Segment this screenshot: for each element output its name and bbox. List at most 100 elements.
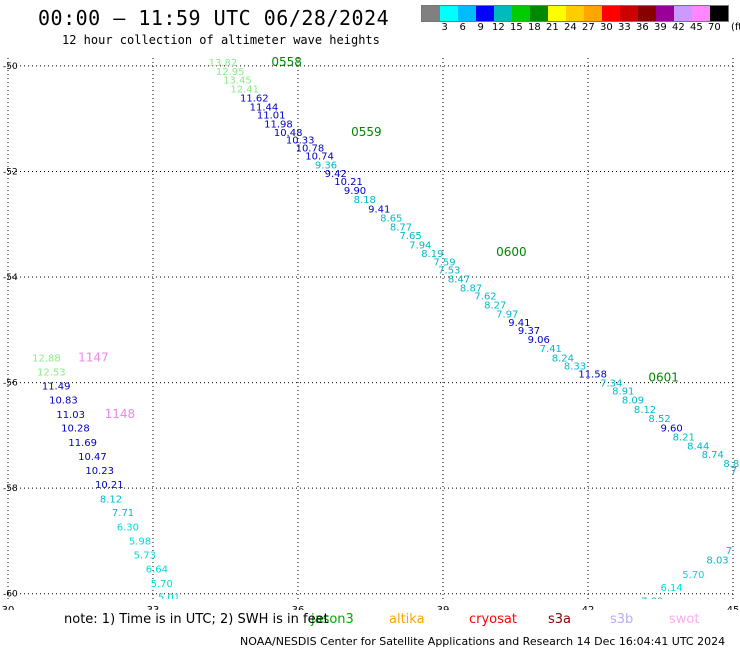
y-tick-label: -60 <box>3 590 18 600</box>
colorbar-label: 42 <box>672 22 685 33</box>
x-tick-label: 42 <box>582 605 595 610</box>
legend-s3b: s3b <box>610 612 634 627</box>
swh-value-label: 9.42 <box>325 169 347 180</box>
satellite-legend: note: 1) Time is in UTC; 2) SWH is in fe… <box>0 612 740 632</box>
colorbar-label: 12 <box>492 22 505 33</box>
swh-value-label: 9.37 <box>518 326 540 337</box>
y-tick-label: -50 <box>3 62 18 72</box>
legend-note: note: 1) Time is in UTC; 2) SWH is in fe… <box>64 612 329 627</box>
colorbar-cell <box>512 6 530 21</box>
colorbar-cell <box>458 6 476 21</box>
legend-altika: altika <box>389 612 425 627</box>
colorbar-label: 9 <box>477 22 484 33</box>
swh-value-label: 5.98 <box>129 537 151 548</box>
swh-value-label: 11.03 <box>56 410 85 421</box>
colorbar-cell <box>440 6 458 21</box>
swh-value-label: 12.53 <box>37 368 66 379</box>
colorbar-label: 21 <box>546 22 559 33</box>
colorbar-cell <box>656 6 674 21</box>
swh-value-label: 7.53 <box>438 265 460 276</box>
swh-value-label: 13.45 <box>223 75 252 86</box>
swh-value-label: 11.58 <box>578 369 607 380</box>
swh-value-label: 8.52 <box>648 414 670 425</box>
x-tick-label: 30 <box>2 605 15 610</box>
swh-value-label: 7 <box>726 546 732 557</box>
swh-value-label: 12.41 <box>230 84 259 95</box>
colorbar-label: 39 <box>654 22 667 33</box>
colorbar-label: 33 <box>618 22 631 33</box>
colorbar-cell <box>548 6 566 21</box>
swh-value-label: 8.74 <box>702 450 724 461</box>
pass-time-label: 0559 <box>351 125 382 139</box>
x-tick-label: 36 <box>292 605 305 610</box>
colorbar-label: (ft) <box>731 22 740 33</box>
swh-value-label: 8.09 <box>622 396 644 407</box>
chart-title: 00:00 – 11:59 UTC 06/28/2024 <box>38 6 390 30</box>
swh-value-label: 11.98 <box>264 120 293 131</box>
swh-value-label: 5.70 <box>151 579 173 590</box>
y-tick-label: -58 <box>3 484 18 494</box>
pass-time-label: 0558 <box>271 55 302 69</box>
swh-value-label: 10.21 <box>334 177 363 188</box>
swh-value-label: 8.87 <box>460 283 482 294</box>
legend-swot: swot <box>669 612 700 627</box>
colorbar-cell <box>422 6 440 21</box>
swh-value-label: 10.33 <box>286 136 315 147</box>
swh-value-label: 7.94 <box>409 241 431 252</box>
swh-value-label: 8.77 <box>390 223 412 234</box>
swh-value-label: 8.88 <box>723 459 740 470</box>
colorbar-cell <box>476 6 494 21</box>
swh-value-label: 8.12 <box>100 494 122 505</box>
colorbar-label: 18 <box>528 22 541 33</box>
legend-jason3: jason3 <box>311 612 354 627</box>
colorbar-cell <box>674 6 692 21</box>
swh-value-label: 8.21 <box>673 433 695 444</box>
swh-value-label: 5.01 <box>158 593 180 604</box>
swh-value-label: 9.06 <box>528 335 550 346</box>
swh-value-label: 5.13 <box>165 607 187 610</box>
swh-value-label: 11.49 <box>42 381 71 392</box>
footer-credit: NOAA/NESDIS Center for Satellite Applica… <box>240 635 726 648</box>
swh-value-label: 10.47 <box>78 452 107 463</box>
swh-value-label: 7 <box>731 466 737 477</box>
wave-height-colorbar <box>421 5 729 22</box>
colorbar-cell <box>620 6 638 21</box>
colorbar-cell <box>584 6 602 21</box>
x-tick-label: 39 <box>437 605 450 610</box>
swh-value-label: 7.34 <box>600 378 622 389</box>
swh-value-label: 8.47 <box>448 274 470 285</box>
swh-value-label: 10.23 <box>85 466 114 477</box>
swh-value-label: 8.91 <box>612 387 634 398</box>
x-tick-label: 45 <box>727 605 740 610</box>
colorbar-cell <box>638 6 656 21</box>
swh-value-label: 7.41 <box>540 344 562 355</box>
colorbar-cell <box>692 6 710 21</box>
swh-value-label: 6.14 <box>661 583 683 594</box>
swh-value-label: 8.03 <box>706 556 728 567</box>
swh-value-label: 7.97 <box>496 310 518 321</box>
pass-time-label: 0601 <box>648 371 679 385</box>
colorbar-label: 15 <box>510 22 523 33</box>
swh-value-label: 9.90 <box>344 186 366 197</box>
colorbar-label: 30 <box>600 22 613 33</box>
colorbar-label: 36 <box>636 22 649 33</box>
swh-value-label: 8.24 <box>552 353 574 364</box>
swh-value-label: 8.19 <box>421 249 443 260</box>
colorbar-label: 3 <box>441 22 448 33</box>
colorbar-label: 27 <box>582 22 595 33</box>
swh-value-label: 7.89 <box>641 596 663 607</box>
swh-value-label: 5.70 <box>682 570 704 581</box>
swh-value-label: 8.27 <box>484 301 506 312</box>
colorbar-cell <box>710 6 728 21</box>
colorbar-label: 70 <box>708 22 721 33</box>
swh-value-label: 7.59 <box>433 257 455 268</box>
colorbar-label: 45 <box>690 22 703 33</box>
colorbar-label: 6 <box>459 22 466 33</box>
swh-value-label: 11.01 <box>257 111 286 122</box>
swh-value-label: 5.85 <box>622 609 644 610</box>
legend-cryosat: cryosat <box>469 612 517 627</box>
swh-value-label: 10.83 <box>49 396 78 407</box>
legend-s3a: s3a <box>548 612 572 627</box>
chart-subtitle: 12 hour collection of altimeter wave hei… <box>62 33 380 47</box>
swh-value-label: 12.95 <box>216 67 245 78</box>
